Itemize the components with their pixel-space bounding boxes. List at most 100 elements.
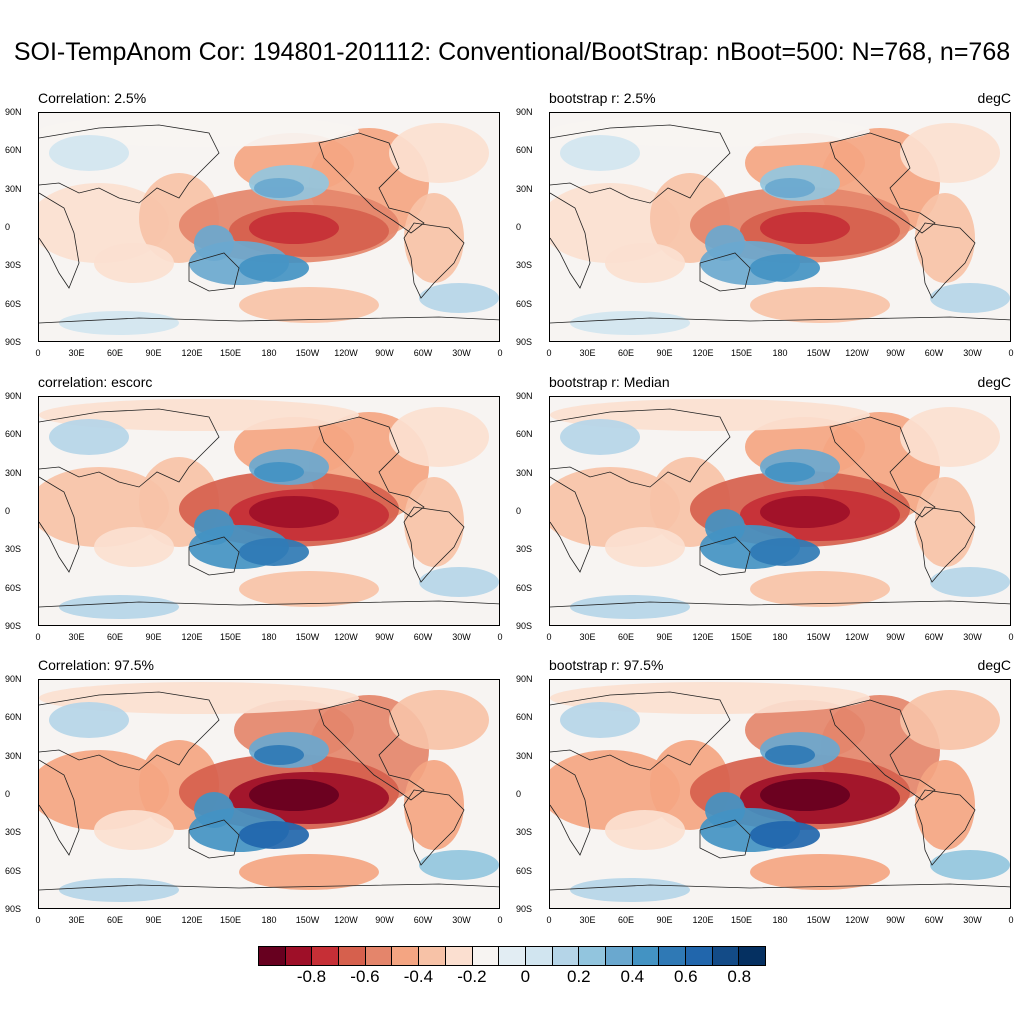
lon-tick-label: 0 xyxy=(546,915,552,925)
map-panel: bootstrap r: 97.5% degC 90N 60N 30N 0 30S 60S 90… xyxy=(516,657,1014,925)
lon-tick-label: 150E xyxy=(730,915,753,925)
colorbar-label: -0.2 xyxy=(457,967,487,986)
correlation-map xyxy=(549,679,1011,909)
lon-tick-label: 180 xyxy=(261,915,277,925)
lon-tick-label: 0 xyxy=(35,632,41,642)
panel-units-label: degC xyxy=(977,657,1011,673)
lat-tick-label: 90N xyxy=(516,391,533,401)
lon-tick-label: 0 xyxy=(1008,348,1014,358)
coastlines xyxy=(550,691,1010,891)
lon-tick-label: 60W xyxy=(924,632,944,642)
lat-tick-label: 0 xyxy=(5,789,11,799)
lat-tick-label: 90S xyxy=(5,904,22,914)
lon-tick-label: 30W xyxy=(452,348,471,358)
lon-tick-label: 90E xyxy=(145,632,162,642)
panel-units-label: degC xyxy=(977,90,1011,106)
lat-tick-label: 90S xyxy=(516,904,533,914)
correlation-map xyxy=(38,112,500,342)
map-panel: correlation: escorc 90N 60N 30N 0 30S 60S 90S 0 3… xyxy=(5,374,503,642)
lon-tick-label: 60W xyxy=(413,632,433,642)
lon-tick-label: 0 xyxy=(497,348,503,358)
lat-tick-label: 90N xyxy=(5,107,22,117)
lon-tick-label: 120E xyxy=(692,915,714,925)
colorbar-swatch xyxy=(499,947,526,965)
lon-tick-label: 90E xyxy=(145,915,162,925)
lon-tick-label: 30W xyxy=(963,915,982,925)
lon-tick-label: 30E xyxy=(579,348,596,358)
panel-title-left: bootstrap r: 97.5% xyxy=(549,657,664,673)
lat-tick-label: 60N xyxy=(5,712,22,722)
lon-tick-label: 180 xyxy=(261,632,277,642)
lon-tick-label: 150W xyxy=(295,915,320,925)
colorbar-swatch xyxy=(712,947,740,965)
panel-title-left: Correlation: 97.5% xyxy=(38,657,154,673)
lat-tick-label: 0 xyxy=(5,222,11,232)
lon-tick-label: 180 xyxy=(261,348,277,358)
lon-tick-label: 150E xyxy=(219,915,242,925)
lat-tick-label: 90S xyxy=(5,337,22,347)
lat-tick-label: 90S xyxy=(516,621,533,631)
lon-tick-label: 60E xyxy=(106,632,124,642)
lon-tick-label: 60W xyxy=(413,915,433,925)
colorbar-label: 0.6 xyxy=(673,967,698,986)
lon-tick-label: 60E xyxy=(617,348,635,358)
lon-tick-label: 0 xyxy=(497,915,503,925)
lon-tick-label: 90W xyxy=(375,915,394,925)
lon-tick-label: 120W xyxy=(334,915,358,925)
colorbar-swatch xyxy=(259,947,286,965)
map-panel: Correlation: 2.5% 90N 60N 30N 0 30S 60S 90S 0 30E… xyxy=(5,90,503,358)
lat-tick-label: 60S xyxy=(5,866,22,876)
lat-tick-label: 60N xyxy=(5,145,22,155)
lon-tick-label: 120E xyxy=(181,915,203,925)
lon-tick-label: 60W xyxy=(413,348,433,358)
lat-tick-label: 60N xyxy=(5,429,22,439)
coastlines xyxy=(550,124,1010,324)
anomaly-field xyxy=(39,399,499,619)
lon-tick-label: 120E xyxy=(181,632,203,642)
coastlines xyxy=(39,691,499,891)
colorbar-swatch xyxy=(419,947,446,965)
colorbar-swatches xyxy=(258,946,766,966)
correlation-map xyxy=(549,112,1011,342)
lon-tick-label: 60W xyxy=(924,348,944,358)
lon-tick-label: 150W xyxy=(295,632,320,642)
colorbar-label: 0 xyxy=(520,967,531,986)
lat-tick-label: 30N xyxy=(516,468,533,478)
lat-tick-label: 60S xyxy=(5,583,22,593)
lat-tick-label: 90S xyxy=(5,621,22,631)
lon-tick-label: 30W xyxy=(452,915,471,925)
colorbar-swatch xyxy=(552,947,580,965)
lat-tick-label: 30S xyxy=(5,260,22,270)
panel-units-label: degC xyxy=(977,374,1011,390)
lon-tick-label: 90E xyxy=(656,915,673,925)
map-panel: bootstrap r: Median degC 90N 60N 30N 0 30S 60S 9… xyxy=(516,374,1014,642)
lat-tick-label: 0 xyxy=(516,506,522,516)
lon-tick-label: 90W xyxy=(886,348,905,358)
lon-tick-label: 0 xyxy=(35,915,41,925)
lat-tick-label: 60S xyxy=(516,866,533,876)
colorbar-label: 0.2 xyxy=(567,967,591,986)
colorbar-swatch xyxy=(285,947,313,965)
lon-tick-label: 30E xyxy=(579,632,596,642)
main-title: SOI-TempAnom Cor: 194801-201112: Convent… xyxy=(13,38,1011,66)
colorbar-swatch xyxy=(312,947,340,965)
lon-tick-label: 180 xyxy=(772,915,788,925)
lat-tick-label: 30N xyxy=(5,468,22,478)
colorbar-swatch xyxy=(686,947,713,965)
lon-tick-label: 60W xyxy=(924,915,944,925)
colorbar-label: 0.4 xyxy=(620,967,645,986)
colorbar-label: -0.4 xyxy=(403,967,434,986)
lon-tick-label: 150W xyxy=(806,348,831,358)
correlation-map xyxy=(38,396,500,626)
lat-tick-label: 0 xyxy=(516,222,522,232)
anomaly-field xyxy=(550,115,1010,335)
coastlines xyxy=(550,408,1010,608)
lon-tick-label: 90W xyxy=(886,632,905,642)
lon-tick-label: 90W xyxy=(375,348,394,358)
lat-tick-label: 30N xyxy=(5,751,22,761)
lat-tick-label: 90S xyxy=(516,337,533,347)
colorbar-label: -0.8 xyxy=(296,967,327,986)
lon-tick-label: 0 xyxy=(1008,915,1014,925)
colorbar-label: -0.6 xyxy=(350,967,380,986)
colorbar-swatch xyxy=(632,947,660,965)
